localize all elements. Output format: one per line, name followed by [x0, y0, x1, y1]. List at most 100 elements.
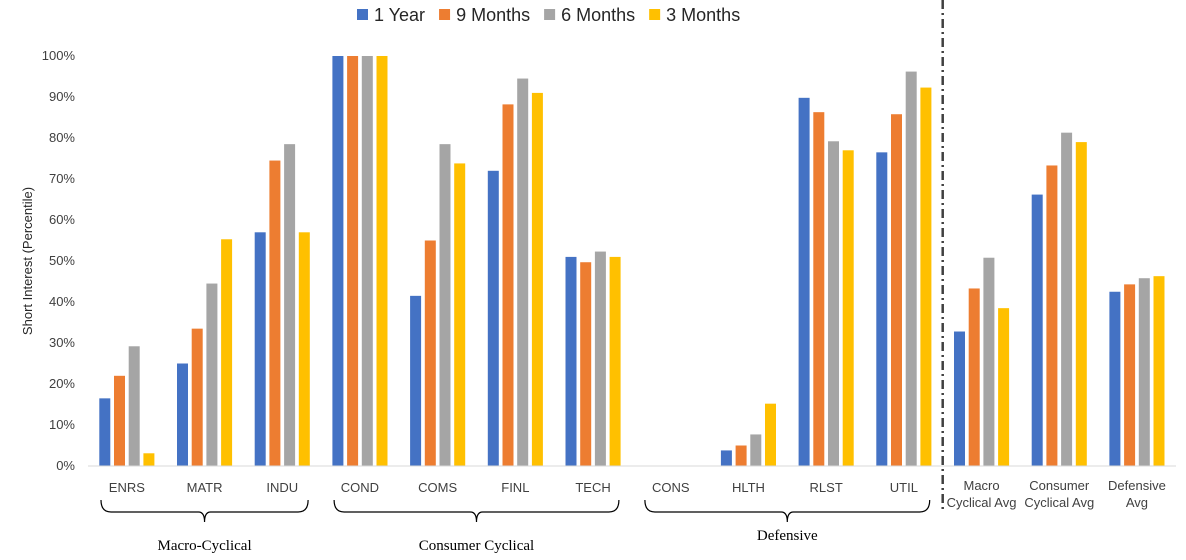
y-tick-label: 40%: [49, 294, 75, 309]
y-tick-label: 60%: [49, 212, 75, 227]
category-label: FINL: [501, 480, 529, 495]
bar: [954, 331, 965, 466]
legend-swatch: [439, 9, 451, 20]
bar: [347, 56, 359, 466]
category-label: INDU: [266, 480, 298, 495]
bar: [99, 398, 111, 466]
bar: [735, 445, 747, 466]
bar: [143, 453, 155, 466]
group-bracket: [333, 499, 620, 523]
bar: [983, 257, 995, 466]
category-label: Cyclical Avg: [1024, 495, 1094, 510]
category-label: Defensive: [1108, 478, 1166, 493]
bar: [842, 150, 854, 467]
bar: [269, 160, 281, 467]
bar: [968, 288, 980, 466]
bar: [1138, 278, 1150, 466]
y-tick-label: 70%: [49, 171, 75, 186]
bar: [720, 450, 732, 466]
bar: [298, 232, 310, 466]
y-tick-label: 80%: [49, 130, 75, 145]
legend-label: 1 Year: [374, 5, 425, 25]
bar: [424, 240, 436, 466]
bar: [798, 97, 810, 466]
category-label: TECH: [575, 480, 610, 495]
y-tick-label: 30%: [49, 335, 75, 350]
category-label: RLST: [810, 480, 843, 495]
category-label: COND: [341, 480, 379, 495]
bar: [221, 239, 233, 466]
y-tick-label: 20%: [49, 376, 75, 391]
bar: [1046, 165, 1058, 466]
legend-swatch: [649, 9, 661, 20]
y-tick-label: 90%: [49, 89, 75, 104]
bar: [1153, 276, 1165, 466]
bar: [580, 262, 592, 466]
legend: 1 Year 9 Months 6 Months 3 Months: [357, 5, 740, 25]
bar: [876, 152, 888, 466]
y-axis-label: Short Interest (Percentile): [20, 187, 35, 335]
bar: [565, 256, 577, 466]
group-label: Defensive: [757, 528, 818, 544]
bars: [99, 56, 1165, 467]
bar: [1124, 284, 1136, 466]
bar: [410, 295, 422, 466]
bar: [891, 114, 902, 466]
bar: [1061, 132, 1073, 467]
category-label: Avg: [1126, 495, 1148, 510]
bar: [376, 56, 388, 466]
category-label: ENRS: [109, 480, 145, 495]
bar: [998, 308, 1010, 466]
bar: [813, 112, 825, 467]
group-label: Consumer Cyclical: [419, 538, 534, 554]
bar: [531, 92, 543, 467]
bar: [114, 375, 125, 466]
y-tick-label: 10%: [49, 417, 75, 432]
bar: [177, 363, 188, 466]
bar: [594, 251, 606, 466]
group-label: Macro-Cyclical: [157, 538, 251, 554]
y-axis-ticks: 0% 10% 20% 30% 40% 50% 60% 70% 80% 90% 100%: [42, 48, 76, 473]
bar: [920, 87, 932, 466]
bar: [439, 144, 451, 466]
category-label: Cyclical Avg: [947, 495, 1017, 510]
category-label: Consumer: [1029, 478, 1090, 493]
group-bracket: [100, 499, 309, 523]
group-brackets: Macro-Cyclical Consumer Cyclical Defensive: [100, 499, 931, 554]
bar: [517, 78, 529, 467]
bar: [332, 56, 344, 466]
bar: [1031, 194, 1043, 466]
bar: [128, 346, 140, 466]
legend-swatch: [357, 9, 368, 20]
bar: [454, 163, 466, 467]
bar: [284, 144, 296, 466]
category-label: UTIL: [890, 480, 918, 495]
bar: [750, 434, 762, 466]
bar: [487, 170, 499, 467]
bar: [361, 56, 373, 466]
category-label: Macro: [963, 478, 999, 493]
bar: [254, 232, 266, 466]
legend-swatch: [544, 9, 556, 20]
category-label: HLTH: [732, 480, 765, 495]
group-bracket: [644, 499, 931, 523]
category-label: CONS: [652, 480, 690, 495]
bar: [191, 328, 203, 466]
category-labels: ENRS MATR INDU COND COMS FINL TECH CONS HLTH RLST…: [109, 478, 1166, 510]
legend-label: 6 Months: [561, 5, 635, 25]
bar: [765, 403, 776, 466]
bar: [502, 104, 514, 466]
bar: [905, 71, 917, 466]
bar: [609, 256, 621, 466]
y-tick-label: 0%: [56, 458, 75, 473]
bar: [828, 141, 839, 466]
bar: [206, 283, 218, 466]
category-label: MATR: [187, 480, 223, 495]
y-tick-label: 50%: [49, 253, 75, 268]
legend-label: 9 Months: [456, 5, 530, 25]
bar: [1109, 291, 1121, 466]
y-tick-label: 100%: [42, 48, 76, 63]
bar: [1075, 142, 1087, 466]
category-label: COMS: [418, 480, 457, 495]
